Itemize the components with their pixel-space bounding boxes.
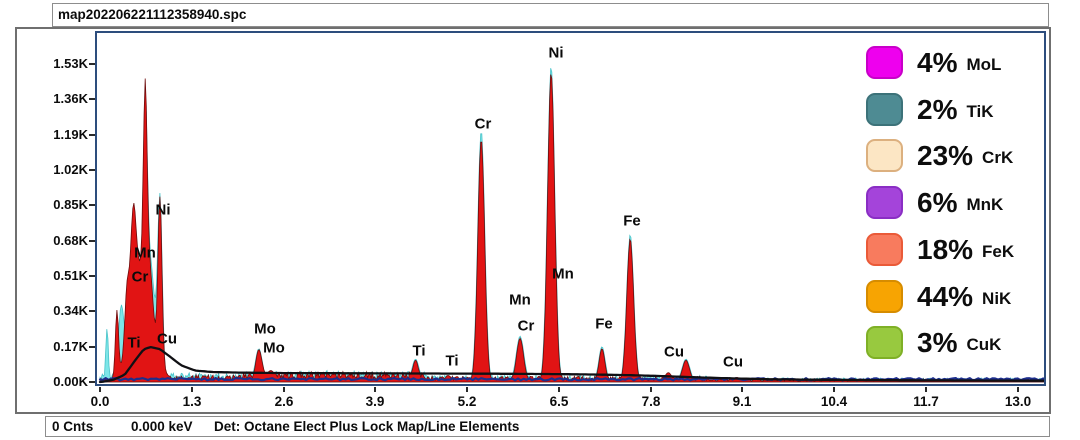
x-tick-mark bbox=[191, 387, 193, 392]
legend-percent: 2% bbox=[917, 94, 958, 125]
peak-label-cr: Cr bbox=[131, 268, 149, 286]
peak-label-mo: Mo bbox=[254, 320, 276, 338]
x-tick-mark bbox=[558, 387, 560, 392]
y-tick-label: 1.36K bbox=[53, 91, 88, 106]
legend-element: FeK bbox=[982, 241, 1015, 261]
peak-label-cu: Cu bbox=[157, 330, 177, 348]
legend-swatch-mol bbox=[866, 46, 903, 79]
y-tick-label: 0.34K bbox=[53, 303, 88, 318]
y-tick-mark bbox=[89, 275, 95, 277]
x-tick-label: 13.0 bbox=[1004, 394, 1032, 409]
peak-label-fe: Fe bbox=[595, 315, 613, 333]
y-tick-mark bbox=[89, 134, 95, 136]
peak-label-ti: Ti bbox=[412, 342, 426, 360]
peak-label-mn: Mn bbox=[552, 265, 574, 283]
legend-element: MoL bbox=[966, 54, 1002, 74]
window-title-bar[interactable]: map202206221112358940.spc bbox=[52, 3, 1049, 27]
spectrum-canvas bbox=[98, 68, 1044, 384]
legend-element: NiK bbox=[982, 288, 1012, 308]
y-tick-label: 0.68K bbox=[53, 233, 88, 248]
y-tick-label: 1.19K bbox=[53, 127, 88, 142]
y-tick-label: 0.00K bbox=[53, 374, 88, 389]
window-title: map202206221112358940.spc bbox=[58, 7, 247, 22]
status-kev: 0.000 keV bbox=[131, 419, 193, 434]
y-tick-mark bbox=[89, 169, 95, 171]
legend-item-mnk[interactable]: 6% MnK bbox=[866, 186, 1003, 219]
y-tick-label: 0.17K bbox=[53, 339, 88, 354]
peak-label-ti: Ti bbox=[445, 352, 459, 370]
status-counts: 0 Cnts bbox=[52, 419, 94, 434]
y-tick-mark bbox=[89, 98, 95, 100]
x-tick-mark bbox=[466, 387, 468, 392]
x-tick-mark bbox=[741, 387, 743, 392]
peak-label-mn: Mn bbox=[509, 291, 531, 309]
x-tick-label: 1.3 bbox=[182, 394, 202, 409]
peak-label-mo: Mo bbox=[263, 339, 285, 357]
y-tick-mark bbox=[89, 63, 95, 65]
x-tick-mark bbox=[99, 387, 101, 392]
x-tick-label: 10.4 bbox=[820, 394, 848, 409]
legend-item-crk[interactable]: 23% CrK bbox=[866, 139, 1013, 172]
legend-swatch-crk bbox=[866, 139, 903, 172]
x-tick-label: 6.5 bbox=[549, 394, 569, 409]
x-tick-mark bbox=[833, 387, 835, 392]
legend-element: CuK bbox=[966, 334, 1002, 354]
legend-percent: 44% bbox=[917, 281, 974, 312]
legend-element: CrK bbox=[982, 147, 1014, 167]
status-bar: 0 Cnts 0.000 keV Det: Octane Elect Plus … bbox=[45, 416, 1050, 437]
y-tick-label: 1.53K bbox=[53, 56, 88, 71]
peak-label-mn: Mn bbox=[134, 244, 156, 262]
legend-percent: 3% bbox=[917, 327, 958, 358]
peak-label-cu: Cu bbox=[664, 343, 684, 361]
peak-label-cr: Cr bbox=[517, 317, 535, 335]
legend-swatch-fek bbox=[866, 233, 903, 266]
peak-label-cr: Cr bbox=[474, 115, 492, 133]
legend-percent: 18% bbox=[917, 234, 974, 265]
background-model-curve bbox=[98, 345, 1044, 384]
peak-label-ti: Ti bbox=[127, 334, 141, 352]
legend-percent: 4% bbox=[917, 47, 958, 78]
y-tick-mark bbox=[89, 204, 95, 206]
status-detector: Det: Octane Elect Plus Lock Map/Line Ele… bbox=[214, 419, 520, 434]
x-tick-label: 0.0 bbox=[90, 394, 110, 409]
legend-element: TiK bbox=[966, 101, 994, 121]
x-tick-label: 9.1 bbox=[732, 394, 752, 409]
legend-item-tik[interactable]: 2% TiK bbox=[866, 93, 994, 126]
legend-swatch-nik bbox=[866, 280, 903, 313]
y-tick-mark bbox=[89, 240, 95, 242]
legend-item-nik[interactable]: 44% NiK bbox=[866, 280, 1011, 313]
peak-label-ni: Ni bbox=[155, 201, 171, 219]
baseline-trace bbox=[98, 377, 1044, 382]
x-tick-mark bbox=[374, 387, 376, 392]
legend-percent: 6% bbox=[917, 187, 958, 218]
y-tick-mark bbox=[89, 381, 95, 383]
y-tick-mark bbox=[89, 346, 95, 348]
legend-swatch-cuk bbox=[866, 326, 903, 359]
legend-swatch-mnk bbox=[866, 186, 903, 219]
y-tick-mark bbox=[89, 310, 95, 312]
x-tick-label: 5.2 bbox=[457, 394, 477, 409]
x-tick-mark bbox=[650, 387, 652, 392]
x-tick-label: 3.9 bbox=[365, 394, 385, 409]
x-tick-mark bbox=[1017, 387, 1019, 392]
legend-item-fek[interactable]: 18% FeK bbox=[866, 233, 1014, 266]
y-tick-label: 0.85K bbox=[53, 197, 88, 212]
x-tick-label: 11.7 bbox=[913, 394, 939, 409]
legend-item-cuk[interactable]: 3% CuK bbox=[866, 326, 1001, 359]
x-tick-label: 7.8 bbox=[641, 394, 661, 409]
y-tick-label: 0.51K bbox=[53, 268, 88, 283]
spectrum-plot[interactable]: Mn Cr Ni Ti Cu Mo Mo Ti Ti Cr Mn Cr Ni Mn Fe Fe Cu Cu 4% M… bbox=[95, 31, 1046, 386]
peak-label-fe: Fe bbox=[623, 212, 641, 230]
x-tick-mark bbox=[283, 387, 285, 392]
legend-item-mol[interactable]: 4% MoL bbox=[866, 46, 1001, 79]
legend-element: MnK bbox=[966, 194, 1004, 214]
peak-label-cu: Cu bbox=[723, 353, 743, 371]
y-tick-label: 1.02K bbox=[53, 162, 88, 177]
legend-swatch-tik bbox=[866, 93, 903, 126]
peak-label-ni: Ni bbox=[548, 44, 564, 62]
legend-percent: 23% bbox=[917, 140, 974, 171]
x-tick-label: 2.6 bbox=[274, 394, 294, 409]
x-tick-mark bbox=[925, 387, 927, 392]
